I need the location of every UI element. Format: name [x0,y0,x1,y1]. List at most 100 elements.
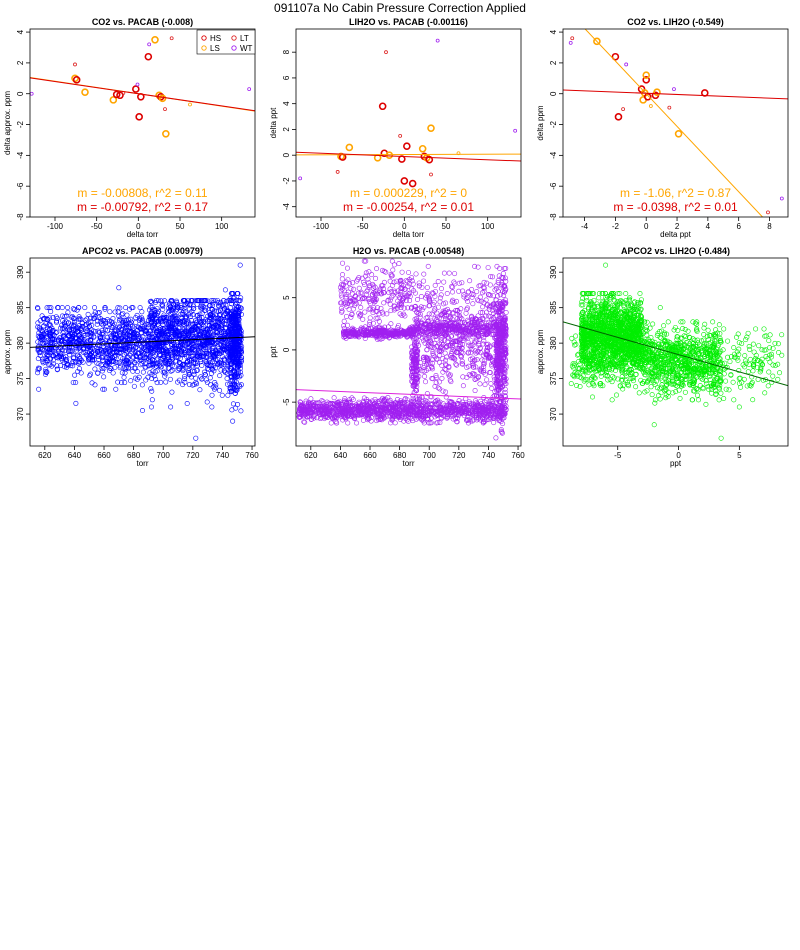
data-point [82,332,88,338]
data-point [405,278,411,284]
data-layer [296,38,521,188]
data-point [405,283,411,289]
data-point [196,340,202,346]
data-point [392,290,398,296]
data-point [674,129,683,138]
data-point [378,416,384,422]
data-point [331,395,337,401]
data-point [225,392,231,398]
data-point [361,295,367,301]
y-tick-label: 380 [16,336,25,350]
data-point [75,325,81,331]
data-point [112,335,118,341]
data-point [202,335,208,341]
data-point [182,341,188,347]
x-tick-label: 680 [127,451,141,460]
data-point [202,298,208,304]
data-point [370,402,376,408]
data-point [570,36,575,41]
data-point [423,398,429,404]
data-point [153,316,159,322]
data-point [350,297,356,303]
data-point [425,290,431,296]
data-point [157,359,163,365]
data-point [369,272,375,278]
data-point [207,375,213,381]
data-point [180,365,186,371]
data-point [396,261,402,267]
data-point [236,339,242,345]
data-point [165,315,171,321]
data-point [66,325,72,331]
data-point [118,354,124,360]
data-point [137,325,143,331]
data-point [310,405,316,411]
data-point [476,342,482,348]
plot-title: CO2 vs. LIH2O (-0.549) [627,17,724,27]
data-point [466,399,472,405]
data-point [385,395,391,401]
data-point [55,305,61,311]
data-point [410,362,416,368]
data-point [209,404,215,410]
data-point [513,128,518,133]
data-point [64,361,70,367]
data-point [118,347,124,353]
data-point [130,331,136,337]
data-point [234,334,240,340]
plot-panel-5: H2O vs. PACAB (-0.00548)620 640 660 680 700 7… [269,246,525,468]
data-point [69,336,75,342]
data-point [43,368,49,374]
data-point [160,303,166,309]
data-point [298,176,303,181]
data-point [239,350,245,356]
data-point [403,142,411,150]
data-point [154,345,160,351]
data-point [374,266,380,272]
data-point [115,305,121,311]
y-axis-label: delta ppt [269,107,278,138]
data-point [356,405,362,411]
data-point [221,321,227,327]
data-point [85,311,91,317]
data-point [358,305,364,311]
data-point [167,376,173,382]
data-point [344,265,350,271]
data-point [162,325,168,331]
data-point [73,379,79,385]
data-point [149,397,155,403]
data-point [349,291,355,297]
data-point [366,297,372,303]
data-point [92,305,98,311]
data-point [166,309,172,315]
data-point [54,315,60,321]
data-point [367,306,373,312]
data-point [217,301,223,307]
data-point [358,291,364,297]
data-point [301,408,307,414]
data-point [227,296,233,302]
data-point [477,409,483,415]
plot-panel-4: APCO2 vs. PACAB (0.00979)620 640 660 680 700… [3,246,259,468]
x-axis-label: torr [137,459,149,468]
data-point [387,405,393,411]
data-point [356,310,362,316]
data-point [221,306,227,312]
data-point [222,368,228,374]
data-point [364,397,370,403]
data-point [70,379,76,385]
data-point [120,319,126,325]
data-point [225,381,231,387]
data-point [405,411,411,417]
data-point [348,286,354,292]
data-point [779,196,784,201]
data-point [117,331,123,337]
data-point [614,113,623,121]
data-point [341,409,347,415]
data-point [147,328,153,334]
data-point [348,296,354,302]
data-point [413,395,419,401]
data-point [407,294,413,300]
data-point [344,313,350,319]
data-point [621,107,626,112]
